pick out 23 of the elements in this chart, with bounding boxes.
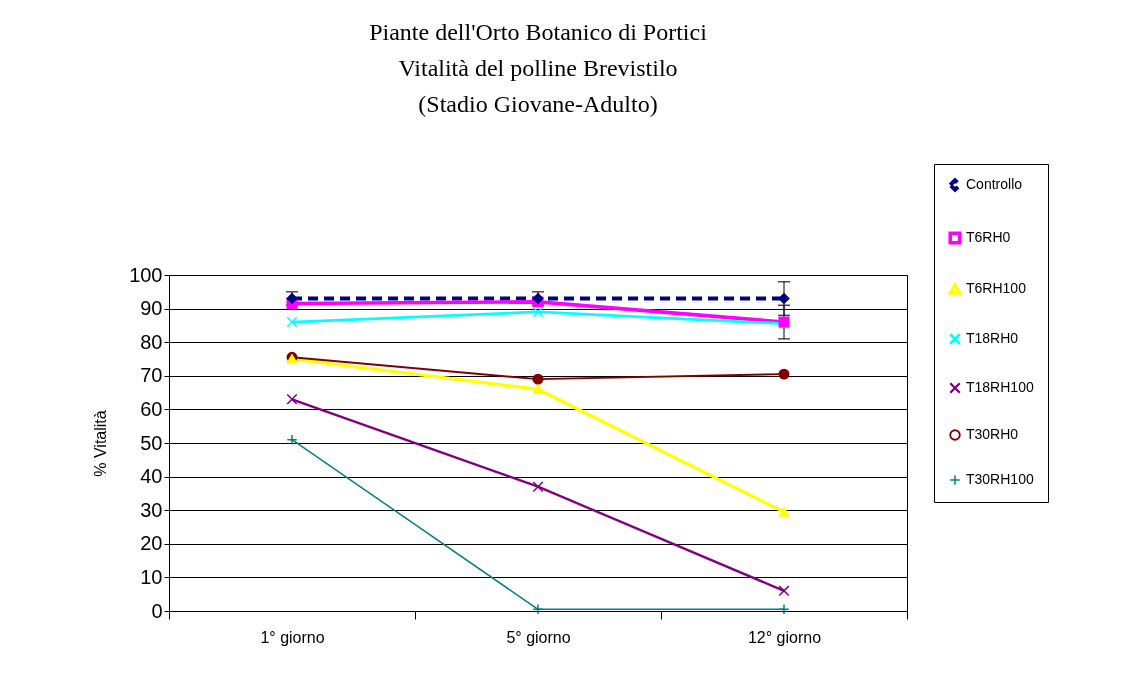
x-tick-label: 12° giorno (747, 628, 822, 646)
y-tick-label: 80 (140, 330, 163, 353)
legend-label: T6RH0 (966, 229, 1011, 245)
legend-label: T30RH0 (966, 426, 1019, 442)
y-tick-label: 70 (140, 364, 163, 387)
x-tick-label: 5° giorno (506, 628, 571, 646)
y-tick-label: 40 (140, 465, 163, 488)
y-axis-title: % Vitalità (92, 410, 110, 477)
x-tick-label: 1° giorno (260, 628, 325, 646)
y-tick-label: 10 (140, 565, 163, 588)
y-tick-label: 100 (129, 263, 163, 286)
y-tick-label: 20 (140, 532, 163, 555)
y-tick-label: 60 (140, 397, 163, 420)
y-tick-label: 0 (151, 599, 163, 622)
legend-label: T30RH100 (966, 471, 1034, 487)
y-tick-label: 50 (140, 431, 163, 454)
chart-title: Piante dell'Orto Botanico di Portici Vitalità del polline Brevistilo (Stadio Giovane-Adulto) (369, 18, 708, 117)
y-tick-label: 90 (140, 297, 163, 320)
legend-label: T18RH100 (966, 379, 1034, 395)
legend-label: T18RH0 (966, 330, 1019, 346)
legend-label: Controllo (966, 176, 1023, 192)
legend-label: T6RH100 (966, 280, 1027, 296)
y-tick-label: 30 (140, 498, 163, 521)
